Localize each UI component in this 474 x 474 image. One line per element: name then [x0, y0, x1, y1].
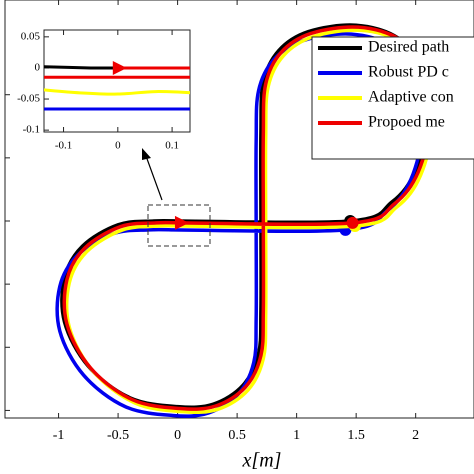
- x-axis-label: x[m]: [242, 450, 282, 472]
- x-tick-label: 1: [293, 428, 300, 443]
- zoom-box: [147, 204, 211, 247]
- x-tick-label: 0.1: [165, 140, 179, 152]
- inset-axes: -0.1 0 0.1 0.05 0 -0.05 -0.1: [17, 29, 191, 152]
- zoom-arrow: [145, 155, 163, 201]
- series-line: [44, 65, 118, 70]
- x-tick-label: 0: [174, 428, 181, 443]
- legend-label: Desired path: [368, 39, 449, 56]
- plot-area: [43, 29, 191, 133]
- x-tick-label: 1.5: [347, 428, 365, 443]
- x-tick-label: 0: [115, 140, 121, 152]
- x-tick-label: -0.1: [55, 140, 72, 152]
- y-tick-label: -0.1: [23, 124, 40, 136]
- end-marker: [346, 216, 359, 229]
- zoom-arrowhead: [142, 148, 151, 160]
- y-tick-label: 0.05: [21, 30, 41, 42]
- y-tick-label: 0: [35, 61, 41, 73]
- legend-label: Propoed me: [368, 114, 445, 131]
- y-tick-label: -0.05: [17, 93, 40, 105]
- x-tick-label: -0.5: [107, 428, 129, 443]
- x-tick-label: 0.5: [228, 428, 246, 443]
- legend-label: Robust PD c: [368, 64, 449, 81]
- legend-label: Adaptive con: [368, 89, 454, 106]
- direction-arrow: [112, 60, 127, 75]
- series-line: [44, 88, 190, 96]
- direction-arrow: [174, 215, 189, 230]
- series-group: [44, 60, 190, 111]
- x-tick-label: 2: [412, 428, 419, 443]
- legend: Desired path Robust PD c Adaptive con Propo…: [311, 36, 474, 160]
- x-tick-label: -1: [53, 428, 65, 443]
